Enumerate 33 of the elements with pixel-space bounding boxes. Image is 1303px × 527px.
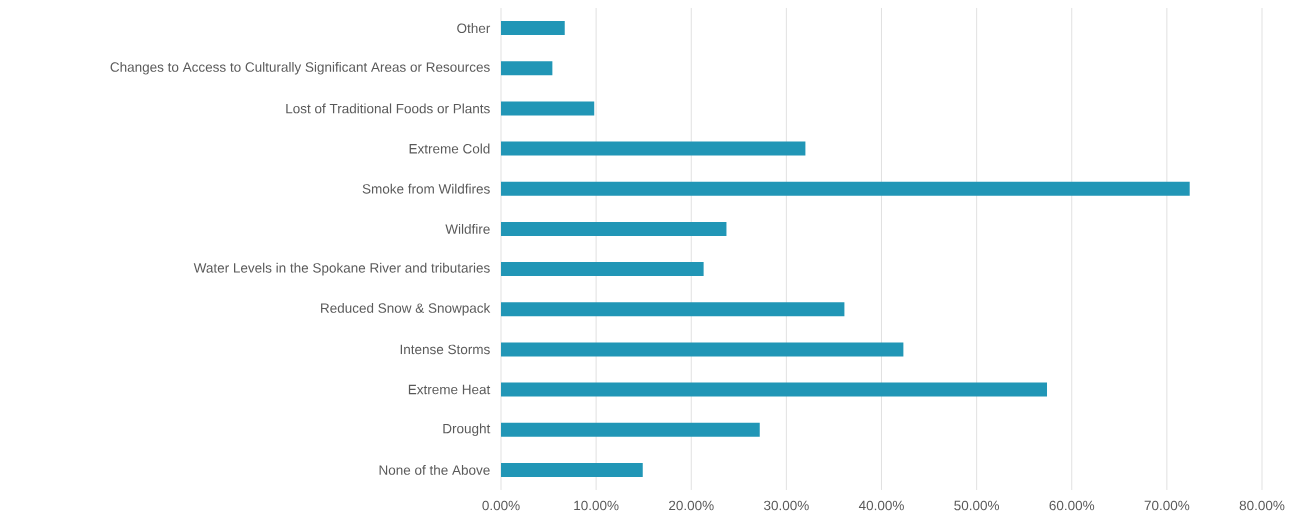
- y-tick-label: None of the Above: [379, 464, 490, 475]
- x-tick-label: 60.00%: [1049, 500, 1095, 511]
- y-tick-label: Smoke from Wildfires: [362, 183, 490, 194]
- y-tick-label: Reduced Snow & Snowpack: [321, 302, 491, 316]
- x-tick-label: 40.00%: [858, 500, 904, 511]
- bar: [501, 141, 806, 156]
- y-tick-label: Extreme Cold: [409, 143, 490, 154]
- bar: [501, 342, 904, 357]
- bar: [501, 302, 845, 317]
- bar: [501, 181, 1190, 196]
- bar: [501, 101, 595, 116]
- bar: [501, 382, 1048, 397]
- y-tick-label: Wildfire: [445, 223, 490, 234]
- x-tick-label: 20.00%: [669, 500, 714, 511]
- y-tick-label: Intense Storms: [400, 344, 490, 355]
- bar: [501, 262, 704, 277]
- bar: [501, 221, 727, 236]
- x-tick-label: 50.00%: [954, 500, 1000, 511]
- bar: [501, 462, 643, 477]
- bar: [501, 21, 565, 36]
- y-tick-label: Drought: [443, 423, 491, 437]
- y-tick-label: Changes to Access to Culturally Significant Areas or Resources: [110, 61, 490, 75]
- y-tick-label: Extreme Heat: [408, 384, 491, 395]
- bar: [501, 61, 553, 76]
- x-tick-label: 70.00%: [1144, 500, 1190, 511]
- y-tick-label: Other: [457, 23, 491, 34]
- x-tick-label: 10.00%: [574, 500, 619, 511]
- bar: [501, 422, 760, 437]
- x-tick-label: 0.00%: [482, 500, 520, 511]
- x-tick-label: 80.00%: [1239, 500, 1285, 511]
- x-tick-label: 30.00%: [764, 500, 809, 511]
- y-tick-label: Water Levels in the Spokane River and tributaries: [193, 262, 490, 276]
- y-tick-label: Lost of Traditional Foods or Plants: [286, 103, 490, 114]
